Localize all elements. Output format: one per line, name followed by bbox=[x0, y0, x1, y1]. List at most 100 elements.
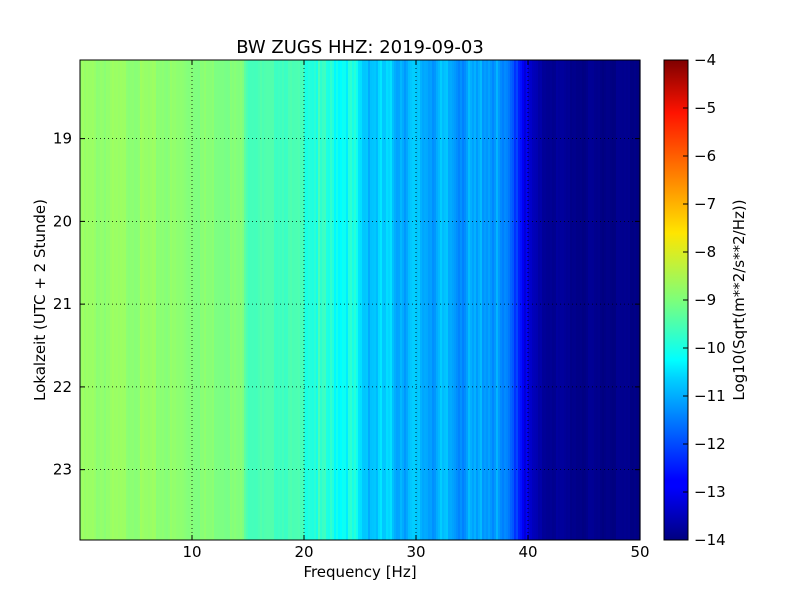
colorbar-tick-label: −11 bbox=[694, 387, 726, 405]
spectrogram-cell bbox=[278, 60, 281, 540]
y-axis-label: Lokalzeit (UTC + 2 Stunde) bbox=[31, 199, 49, 401]
spectrogram-cell bbox=[472, 60, 475, 540]
spectrogram-cell bbox=[338, 60, 341, 540]
colorbar-tick-label: −9 bbox=[694, 291, 716, 309]
spectrogram-cell bbox=[498, 60, 501, 540]
spectrogram-cell bbox=[222, 60, 225, 540]
spectrogram-cell bbox=[390, 60, 393, 540]
spectrogram-cell bbox=[604, 60, 607, 540]
spectrogram-cell bbox=[442, 60, 445, 540]
spectrogram-cell bbox=[618, 60, 621, 540]
spectrogram-cell bbox=[126, 60, 129, 540]
y-tick-label: 19 bbox=[53, 130, 72, 148]
spectrogram-cell bbox=[544, 60, 547, 540]
spectrogram-cell bbox=[148, 60, 151, 540]
spectrogram-cell bbox=[308, 60, 311, 540]
spectrogram-cell bbox=[98, 60, 101, 540]
spectrogram-cell bbox=[300, 60, 303, 540]
spectrogram-cell bbox=[392, 60, 395, 540]
spectrogram-cell bbox=[610, 60, 613, 540]
spectrogram-cell bbox=[150, 60, 153, 540]
spectrogram-cell bbox=[636, 60, 639, 540]
spectrogram-cell bbox=[400, 60, 403, 540]
spectrogram-cell bbox=[252, 60, 255, 540]
spectrogram-cell bbox=[484, 60, 487, 540]
spectrogram-cell bbox=[496, 60, 499, 540]
colorbar-ticks: −4 −5 −6 −7 −8 −9 −10 −11 −12 −13 −14 bbox=[683, 51, 726, 549]
spectrogram-cell bbox=[246, 60, 249, 540]
spectrogram-cell bbox=[380, 60, 383, 540]
spectrogram-cell bbox=[226, 60, 229, 540]
spectrogram-cell bbox=[88, 60, 91, 540]
colorbar-tick-label: −12 bbox=[694, 435, 726, 453]
spectrogram-cell bbox=[328, 60, 331, 540]
spectrogram-cell bbox=[104, 60, 107, 540]
spectrogram-cell bbox=[264, 60, 267, 540]
spectrogram-cell bbox=[590, 60, 593, 540]
spectrogram-cell bbox=[468, 60, 471, 540]
spectrogram-cell bbox=[110, 60, 113, 540]
spectrogram-cell bbox=[144, 60, 147, 540]
spectrogram-cell bbox=[174, 60, 177, 540]
spectrogram-cell bbox=[568, 60, 571, 540]
spectrogram-cell bbox=[336, 60, 339, 540]
spectrogram-cell bbox=[284, 60, 287, 540]
spectrogram-cell bbox=[348, 60, 351, 540]
spectrogram-cell bbox=[458, 60, 461, 540]
spectrogram-cell bbox=[378, 60, 381, 540]
spectrogram-cell bbox=[82, 60, 85, 540]
x-axis-ticks: 10 20 30 40 50 bbox=[182, 60, 650, 561]
spectrogram-cell bbox=[552, 60, 555, 540]
spectrogram-cell bbox=[368, 60, 371, 540]
spectrogram-cell bbox=[490, 60, 493, 540]
spectrogram-cell bbox=[620, 60, 623, 540]
spectrogram-cell bbox=[546, 60, 549, 540]
spectrogram-cell bbox=[624, 60, 627, 540]
spectrogram-cell bbox=[136, 60, 139, 540]
spectrogram-cell bbox=[276, 60, 279, 540]
spectrogram-cell bbox=[158, 60, 161, 540]
spectrogram-cell bbox=[282, 60, 285, 540]
spectrogram-cell bbox=[326, 60, 329, 540]
spectrogram-cell bbox=[630, 60, 633, 540]
spectrogram-cell bbox=[556, 60, 559, 540]
spectrogram-cell bbox=[232, 60, 235, 540]
spectrogram-cell bbox=[584, 60, 587, 540]
spectrogram-cell bbox=[258, 60, 261, 540]
spectrogram-cell bbox=[208, 60, 211, 540]
spectrogram-cell bbox=[558, 60, 561, 540]
spectrogram-cell bbox=[406, 60, 409, 540]
spectrogram-cell bbox=[396, 60, 399, 540]
x-tick-label: 10 bbox=[182, 543, 201, 561]
spectrogram-cell bbox=[138, 60, 141, 540]
spectrogram-cell bbox=[120, 60, 123, 540]
spectrogram-cell bbox=[470, 60, 473, 540]
spectrogram-cell bbox=[502, 60, 505, 540]
spectrogram-cell bbox=[370, 60, 373, 540]
spectrogram-cell bbox=[248, 60, 251, 540]
spectrogram-cell bbox=[526, 60, 529, 540]
spectrogram-cell bbox=[216, 60, 219, 540]
spectrogram-cell bbox=[626, 60, 629, 540]
spectrogram-cell bbox=[220, 60, 223, 540]
spectrogram-cell bbox=[362, 60, 365, 540]
spectrogram-cell bbox=[560, 60, 563, 540]
spectrogram-cell bbox=[142, 60, 145, 540]
spectrogram-cell bbox=[268, 60, 271, 540]
colorbar-label: Log10(Sqrt(m**2/s**2/Hz)) bbox=[730, 199, 748, 400]
spectrogram-cell bbox=[234, 60, 237, 540]
spectrogram-cell bbox=[244, 60, 247, 540]
spectrogram-cell bbox=[438, 60, 441, 540]
spectrogram-cell bbox=[200, 60, 203, 540]
spectrogram-cell bbox=[538, 60, 541, 540]
colorbar-tick-label: −4 bbox=[694, 51, 716, 69]
spectrogram-cell bbox=[100, 60, 103, 540]
colorbar-tick-label: −14 bbox=[694, 531, 726, 549]
spectrogram-cell bbox=[180, 60, 183, 540]
y-tick-label: 23 bbox=[53, 461, 72, 479]
spectrogram-heatmap bbox=[80, 60, 641, 540]
spectrogram-cell bbox=[96, 60, 99, 540]
spectrogram-cell bbox=[476, 60, 479, 540]
spectrogram-cell bbox=[190, 60, 193, 540]
spectrogram-cell bbox=[84, 60, 87, 540]
